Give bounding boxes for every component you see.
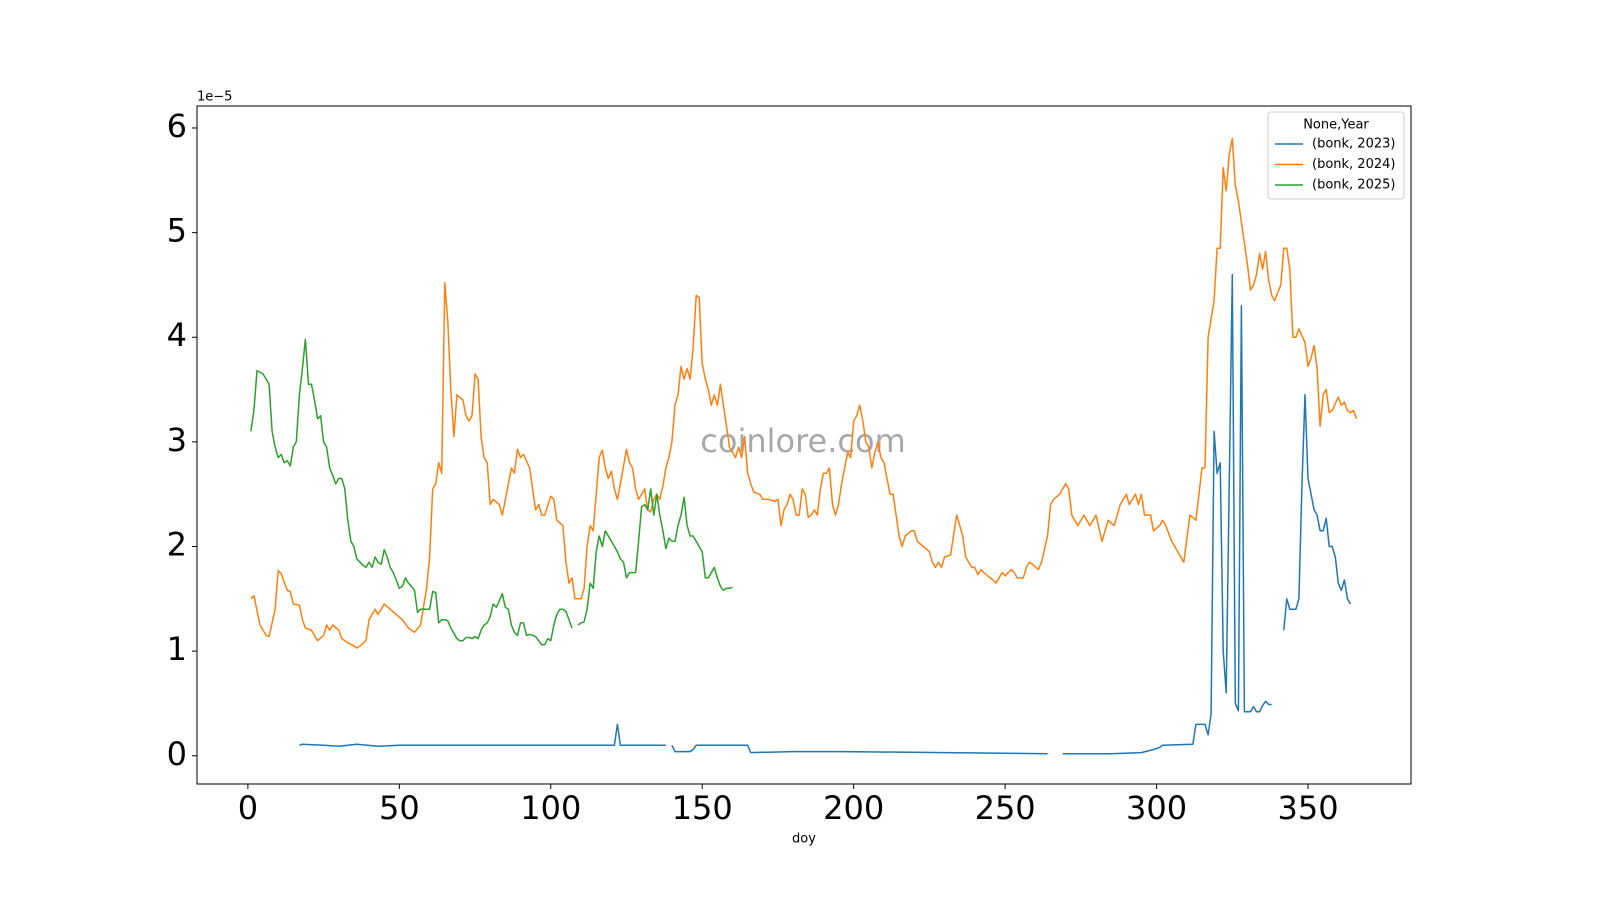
y-tick-label: 5	[167, 212, 187, 250]
y-tick-label: 3	[167, 421, 187, 459]
series-line	[250, 338, 733, 646]
y-tick-label: 2	[167, 525, 187, 563]
axes-frame	[196, 105, 1412, 785]
x-tick-label: 50	[379, 789, 420, 827]
x-tick-label: 300	[1126, 789, 1187, 827]
watermark: coinlore.com	[700, 422, 905, 460]
legend-box	[1267, 111, 1405, 200]
y-offset-label: 1e−5	[197, 90, 232, 105]
legend-label: (bonk, 2024)	[1312, 157, 1395, 172]
legend: None,Year (bonk, 2023) (bonk, 2024) (bonk, …	[1267, 111, 1405, 200]
x-tick-label: 350	[1277, 789, 1338, 827]
x-tick-label: 100	[520, 789, 581, 827]
y-tick-label: 0	[167, 735, 187, 773]
x-tick-label: 200	[823, 789, 884, 827]
y-tick-label: 6	[167, 107, 187, 145]
series-line	[299, 273, 1352, 755]
y-tick-label: 4	[167, 316, 187, 354]
x-tick-label: 0	[238, 789, 258, 827]
x-tick-label: 150	[672, 789, 733, 827]
series-line	[250, 137, 1358, 649]
legend-title: None,Year	[1303, 118, 1369, 133]
y-tick-label: 1	[167, 630, 187, 668]
legend-label: (bonk, 2023)	[1312, 137, 1395, 152]
legend-label: (bonk, 2025)	[1312, 178, 1395, 193]
x-axis-label: doy	[792, 832, 816, 847]
x-tick-label: 250	[975, 789, 1036, 827]
